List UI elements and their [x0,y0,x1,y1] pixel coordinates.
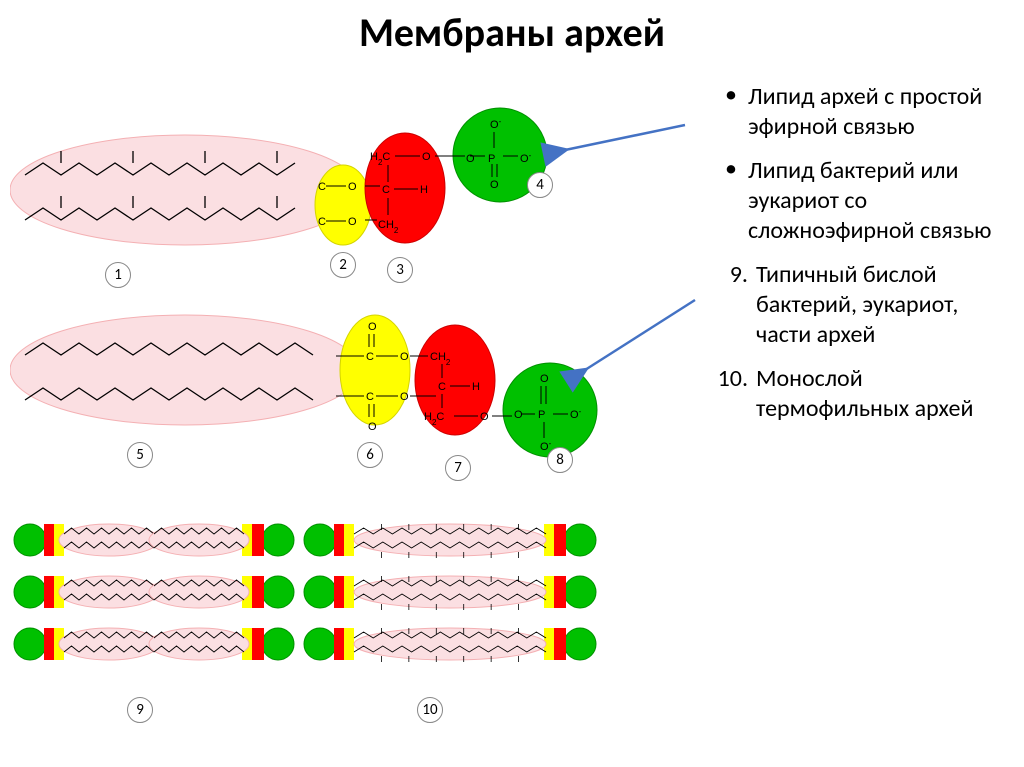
bullet-text: Липид архей с простой эфирной связью [748,82,1002,142]
bullet-item: • Липид архей с простой эфирной связью [714,82,1002,142]
svg-text:C: C [318,216,326,228]
numbered-item: 10. Монослой термофильных архей [714,364,1002,424]
bullet-dot: • [714,156,748,246]
svg-text:O: O [466,153,475,165]
svg-text:O: O [422,151,431,163]
svg-text:O: O [400,391,409,403]
svg-text:O: O [514,409,523,421]
diagram-number-label: 9 [127,697,153,723]
svg-text:P: P [488,153,495,165]
bullet-dot: • [714,82,748,142]
diagram-number-label: 6 [357,442,383,468]
svg-text:O: O [480,411,489,423]
bullet-item: • Липид бактерий или эукариот со сложноэ… [714,156,1002,246]
diagram-number-label: 10 [417,697,443,723]
page-title: Мембраны архей [0,8,1024,57]
lipid-diagram: C O C O H2C O C H CH2 P O- O- O O [10,70,690,760]
svg-text:H: H [472,381,480,393]
bullet-text: Липид бактерий или эукариот со сложноэфи… [748,156,1002,246]
diagram-number-label: 2 [330,252,356,278]
svg-text:C: C [366,391,374,403]
item-number: 10. [714,364,756,424]
diagram-number-label: 4 [527,172,553,198]
svg-text:C: C [318,181,326,193]
numbered-item: 9. Типичный бислой бактерий, эукариот, ч… [714,260,1002,350]
svg-text:O: O [490,179,499,191]
svg-text:O: O [400,351,409,363]
diagram-number-label: 5 [127,442,153,468]
diagram-number-label: 8 [547,447,573,473]
diagram-number-label: 7 [445,455,471,481]
svg-text:P: P [538,409,545,421]
item-text: Типичный бислой бактерий, эукариот, част… [756,260,1002,350]
svg-text:C: C [366,351,374,363]
svg-text:O: O [368,321,377,333]
svg-text:C: C [382,184,390,196]
svg-text:O: O [540,373,549,385]
item-number: 9. [714,260,756,350]
diagram-number-label: 3 [387,257,413,283]
description-list: • Липид архей с простой эфирной связью •… [714,82,1002,438]
svg-text:O: O [368,421,377,433]
svg-text:C: C [438,381,446,393]
item-text: Монослой термофильных архей [756,364,1002,424]
diagram-number-label: 1 [105,262,131,288]
svg-text:H: H [420,184,428,196]
svg-text:O: O [348,216,357,228]
svg-text:O: O [348,181,357,193]
